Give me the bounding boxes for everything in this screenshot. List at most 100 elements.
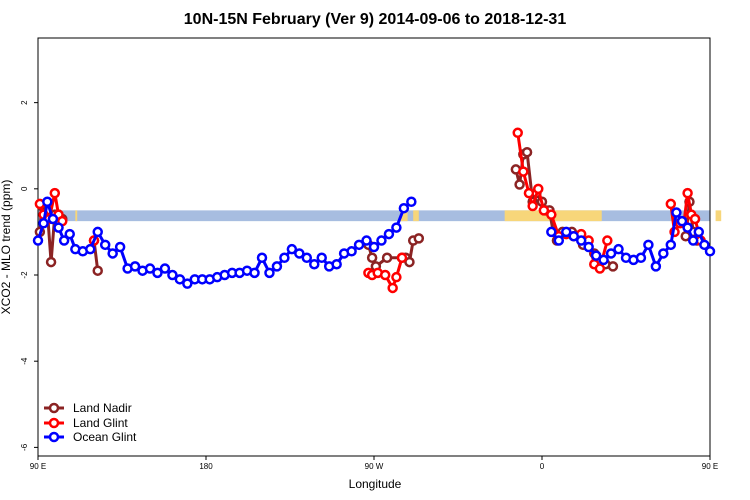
data-point-ocean-glint: [301, 252, 313, 264]
data-point-land-glint: [546, 209, 557, 220]
data-point-land-nadir: [404, 256, 415, 268]
x-tick-label: 0: [540, 462, 545, 471]
data-point-ocean-glint: [249, 267, 260, 279]
data-point-land-glint: [523, 187, 535, 199]
data-point-land-nadir: [92, 265, 103, 276]
data-point-ocean-glint: [92, 226, 103, 238]
data-point-ocean-glint: [561, 226, 572, 238]
data-point-ocean-glint: [99, 239, 111, 251]
data-point-ocean-glint: [605, 248, 617, 259]
legend-label-ocean-glint: Ocean Glint: [73, 430, 137, 444]
data-point-land-glint: [594, 263, 606, 274]
data-point-ocean-glint: [309, 258, 320, 270]
land-band-segment: [413, 210, 419, 222]
data-point-ocean-glint: [316, 252, 327, 264]
y-tick-label: -2: [20, 271, 29, 279]
legend-marker-land-nadir: [48, 402, 60, 414]
x-tick-label: 90 E: [30, 462, 46, 471]
data-point-ocean-glint: [346, 246, 357, 257]
legend-item-ocean-glint: Ocean Glint: [44, 430, 137, 444]
y-tick-label: 2: [20, 100, 29, 105]
legend-item-land-nadir: Land Nadir: [44, 401, 132, 415]
data-point-ocean-glint: [383, 228, 395, 240]
data-point-ocean-glint: [361, 235, 372, 246]
y-tick-label: -6: [20, 443, 29, 451]
data-point-ocean-glint: [665, 239, 677, 251]
data-point-land-glint: [49, 187, 61, 199]
data-point-ocean-glint: [575, 235, 587, 246]
data-point-ocean-glint: [590, 250, 602, 261]
x-axis-label: Longitude: [349, 477, 402, 491]
data-point-land-glint: [512, 127, 523, 139]
ocean-land-band: [38, 210, 722, 222]
data-point-ocean-glint: [406, 196, 417, 208]
data-point-ocean-glint: [676, 215, 688, 227]
data-point-land-nadir: [45, 256, 57, 268]
data-point-land-glint: [527, 200, 538, 212]
chart-title: 10N-15N February (Ver 9) 2014-09-06 to 2…: [184, 11, 567, 28]
data-point-ocean-glint: [368, 241, 380, 253]
data-point-land-nadir: [381, 252, 393, 264]
data-point-ocean-glint: [152, 267, 163, 279]
data-point-ocean-glint: [182, 278, 193, 289]
data-point-ocean-glint: [331, 258, 342, 270]
data-point-ocean-glint: [42, 196, 53, 208]
land-band-segment: [715, 210, 722, 222]
data-point-ocean-glint: [398, 202, 410, 214]
data-point-ocean-glint: [391, 222, 402, 233]
data-point-ocean-glint: [264, 267, 275, 279]
data-point-ocean-glint: [47, 213, 59, 225]
data-point-ocean-glint: [64, 228, 75, 240]
data-point-ocean-glint: [671, 207, 682, 218]
y-axis-label: XCO2 - MLO trend (ppm): [0, 180, 13, 315]
data-point-ocean-glint: [286, 243, 298, 255]
x-tick-label: 90 E: [702, 462, 718, 471]
data-point-ocean-glint: [58, 235, 70, 246]
data-point-ocean-glint: [279, 252, 290, 264]
data-point-ocean-glint: [687, 235, 699, 246]
data-point-ocean-glint: [376, 235, 387, 246]
data-point-ocean-glint: [167, 269, 178, 281]
data-point-ocean-glint: [114, 241, 126, 253]
data-point-ocean-glint: [699, 239, 710, 251]
x-tick-label: 180: [199, 462, 213, 471]
land-band-segment: [400, 210, 408, 222]
x-axis: 90 E 180 90 W 0 90 E: [30, 456, 718, 471]
data-point-ocean-glint: [271, 261, 283, 272]
data-point-land-glint: [602, 235, 613, 246]
x-tick-label: 90 W: [365, 462, 384, 471]
data-point-ocean-glint: [658, 248, 669, 259]
data-point-ocean-glint: [693, 226, 705, 238]
data-point-land-glint: [538, 205, 550, 216]
data-point-ocean-glint: [635, 252, 647, 264]
data-point-ocean-glint: [613, 243, 624, 255]
data-point-ocean-glint: [144, 263, 156, 274]
data-point-ocean-glint: [53, 222, 64, 233]
y-tick-label: -4: [20, 357, 29, 365]
data-point-ocean-glint: [85, 243, 96, 255]
data-point-land-glint: [391, 271, 402, 283]
data-point-ocean-glint: [568, 230, 579, 242]
data-point-land-glint: [387, 282, 398, 294]
data-point-ocean-glint: [704, 246, 716, 257]
legend-item-land-glint: Land Glint: [44, 416, 128, 430]
data-point-ocean-glint: [294, 248, 305, 259]
data-point-ocean-glint: [682, 222, 693, 233]
data-point-land-glint: [379, 269, 391, 281]
data-point-ocean-glint: [174, 274, 186, 285]
data-point-land-nadir: [514, 179, 525, 190]
ocean-band: [38, 210, 710, 222]
y-tick-label: 0: [20, 186, 29, 191]
data-point-land-nadir: [413, 233, 425, 244]
legend-label-land-nadir: Land Nadir: [73, 401, 132, 415]
data-point-land-nadir: [521, 146, 533, 158]
legend-marker-land-glint: [48, 417, 60, 429]
data-point-land-glint: [682, 187, 693, 199]
data-point-land-glint: [533, 183, 544, 195]
data-point-land-nadir: [366, 252, 378, 264]
data-point-ocean-glint: [32, 235, 44, 246]
data-point-ocean-glint: [159, 263, 171, 274]
data-point-ocean-glint: [38, 218, 49, 229]
y-axis: -6 -4 -2 0 2: [20, 100, 38, 451]
data-point-ocean-glint: [553, 235, 565, 246]
